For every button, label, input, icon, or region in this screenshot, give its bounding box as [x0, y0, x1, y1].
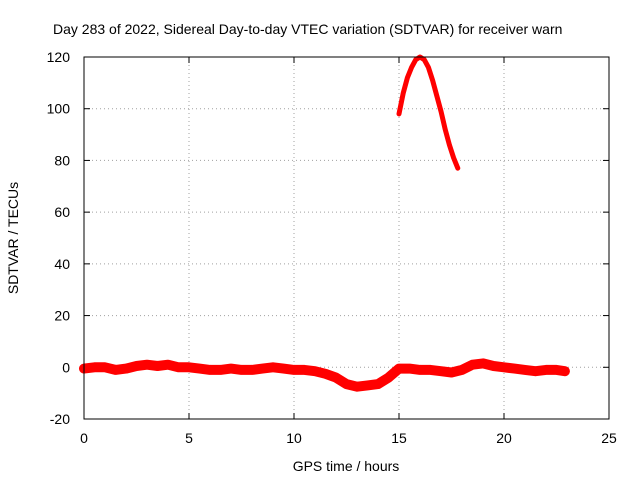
y-tick-label: 0 [62, 359, 70, 375]
y-tick-label: 120 [47, 49, 71, 65]
x-tick-label: 25 [601, 430, 617, 446]
y-tick-label: 100 [47, 101, 71, 117]
y-tick-label: 80 [54, 152, 70, 168]
y-tick-label: -20 [50, 411, 70, 427]
y-tick-label: 20 [54, 308, 70, 324]
series-line-peak-arc [396, 54, 461, 171]
plot-frame [83, 56, 610, 420]
x-axis-label: GPS time / hours [293, 458, 400, 474]
y-axis-label: SDTVAR / TECUs [5, 182, 21, 294]
grid-layer [84, 57, 609, 419]
x-tick-label: 15 [391, 430, 407, 446]
x-tick-label: 10 [286, 430, 302, 446]
x-tick-label: 5 [185, 430, 193, 446]
chart-title: Day 283 of 2022, Sidereal Day-to-day VTE… [53, 21, 562, 37]
x-tick-label: 20 [496, 430, 512, 446]
y-tick-label: 40 [54, 256, 70, 272]
series-layer [79, 54, 570, 392]
y-tick-label: 60 [54, 204, 70, 220]
x-tick-label: 0 [80, 430, 88, 446]
series-line-low-band [79, 358, 570, 392]
